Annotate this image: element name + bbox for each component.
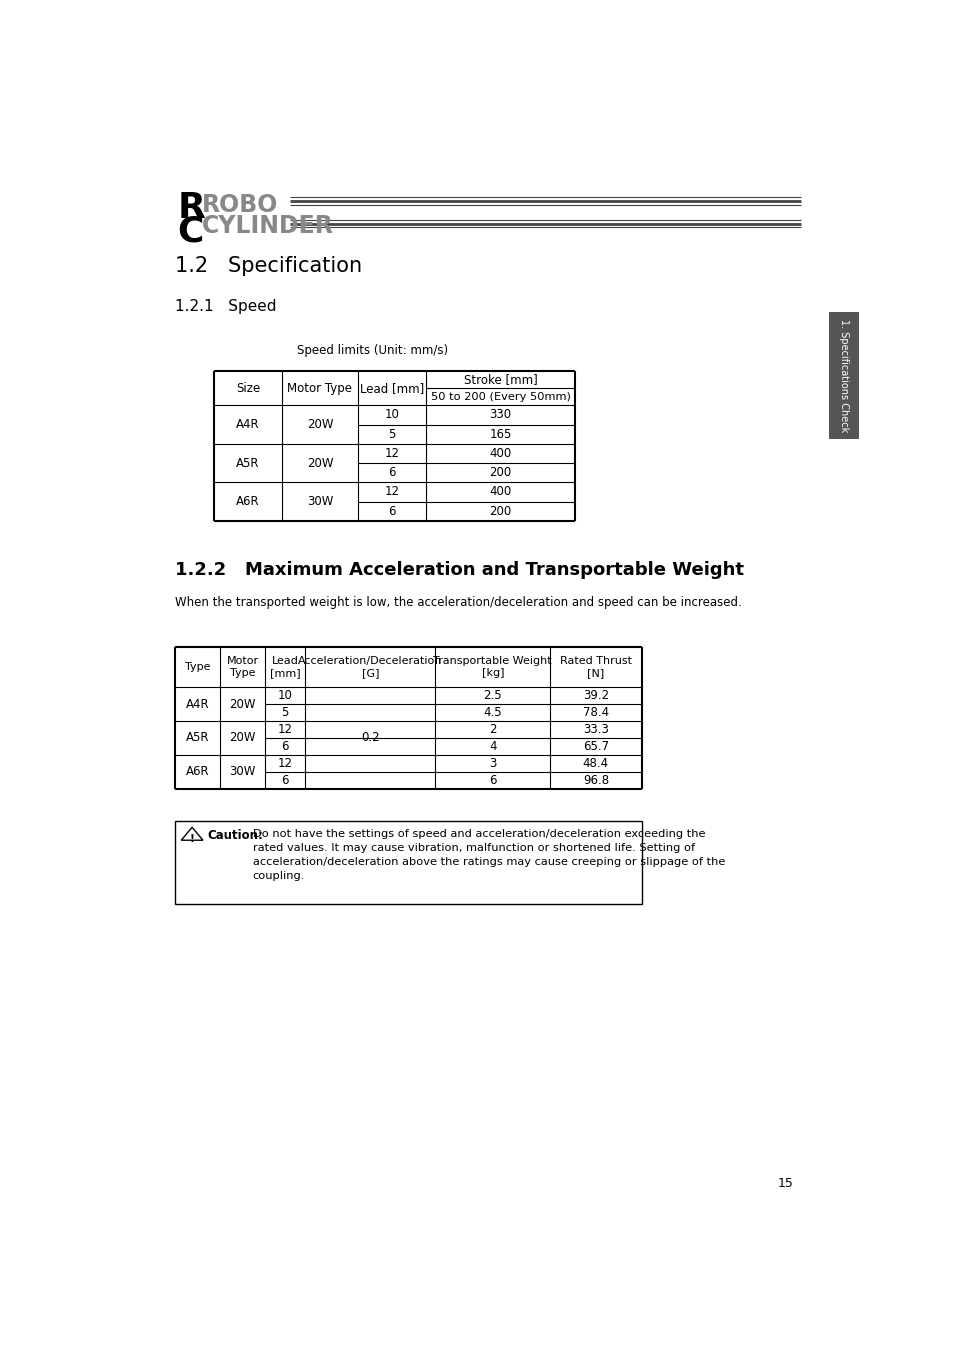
Text: A4R: A4R	[235, 418, 259, 431]
Text: !: !	[190, 834, 194, 844]
Text: 400: 400	[489, 447, 511, 460]
Text: 200: 200	[489, 505, 511, 517]
Text: CYLINDER: CYLINDER	[202, 213, 334, 238]
Text: When the transported weight is low, the acceleration/deceleration and speed can : When the transported weight is low, the …	[174, 595, 741, 609]
Text: Rated Thrust
[N]: Rated Thrust [N]	[559, 656, 631, 678]
Text: 1.2   Specification: 1.2 Specification	[174, 256, 362, 275]
Text: 20W: 20W	[229, 698, 255, 710]
Text: A6R: A6R	[186, 765, 209, 779]
Text: Type: Type	[185, 662, 210, 672]
Text: Motor Type: Motor Type	[287, 382, 352, 396]
Text: Caution:: Caution:	[208, 829, 263, 842]
Text: R: R	[177, 192, 205, 225]
Text: 12: 12	[384, 486, 399, 498]
Text: 20W: 20W	[307, 418, 333, 431]
Text: 39.2: 39.2	[582, 688, 608, 702]
Text: 1. Specifications Check: 1. Specifications Check	[838, 319, 848, 432]
Text: 3: 3	[489, 757, 496, 769]
Text: 48.4: 48.4	[582, 757, 608, 769]
Text: 400: 400	[489, 486, 511, 498]
Text: 96.8: 96.8	[582, 774, 608, 787]
Text: 4: 4	[489, 740, 496, 753]
Text: 6: 6	[281, 774, 289, 787]
Text: 15: 15	[777, 1177, 793, 1189]
Text: 0.2: 0.2	[360, 732, 379, 744]
Text: A4R: A4R	[186, 698, 209, 710]
Text: Speed limits (Unit: mm/s): Speed limits (Unit: mm/s)	[296, 344, 448, 358]
Text: 10: 10	[277, 688, 293, 702]
Text: 1.2.1   Speed: 1.2.1 Speed	[174, 300, 276, 315]
Bar	[174, 821, 641, 904]
Text: Lead
[mm]: Lead [mm]	[270, 656, 300, 678]
Text: 12: 12	[277, 757, 293, 769]
Text: Transportable Weight
[kg]: Transportable Weight [kg]	[433, 656, 552, 678]
Text: 5: 5	[388, 428, 395, 440]
Text: 50 to 200 (Every 50mm): 50 to 200 (Every 50mm)	[430, 392, 570, 402]
Text: Motor
Type: Motor Type	[226, 656, 258, 678]
Text: 30W: 30W	[229, 765, 255, 779]
Text: 20W: 20W	[307, 456, 333, 470]
Text: A5R: A5R	[236, 456, 259, 470]
Text: 4.5: 4.5	[483, 706, 501, 720]
Text: Acceleration/Deceleration
[G]: Acceleration/Deceleration [G]	[298, 656, 442, 678]
Text: 1.2.2   Maximum Acceleration and Transportable Weight: 1.2.2 Maximum Acceleration and Transport…	[174, 560, 743, 579]
Text: Lead [mm]: Lead [mm]	[359, 382, 424, 396]
Text: C: C	[177, 215, 204, 248]
Text: ROBO: ROBO	[202, 193, 278, 217]
Bar	[828, 312, 858, 439]
Text: 12: 12	[384, 447, 399, 460]
Text: 65.7: 65.7	[582, 740, 608, 753]
Text: A6R: A6R	[235, 495, 259, 508]
Text: 6: 6	[388, 466, 395, 479]
Text: 6: 6	[388, 505, 395, 517]
Text: Do not have the settings of speed and acceleration/deceleration exceeding the
ra: Do not have the settings of speed and ac…	[253, 829, 724, 880]
Text: 5: 5	[281, 706, 289, 720]
Text: 6: 6	[489, 774, 496, 787]
Text: 30W: 30W	[307, 495, 333, 508]
Text: 12: 12	[277, 724, 293, 736]
Text: 330: 330	[489, 409, 511, 421]
Text: Size: Size	[235, 382, 260, 396]
Text: 78.4: 78.4	[582, 706, 608, 720]
Text: 2.5: 2.5	[483, 688, 501, 702]
Text: 6: 6	[281, 740, 289, 753]
Text: 20W: 20W	[229, 732, 255, 744]
Text: 10: 10	[384, 409, 399, 421]
Text: Stroke [mm]: Stroke [mm]	[463, 374, 537, 386]
Text: 2: 2	[489, 724, 496, 736]
Text: 165: 165	[489, 428, 511, 440]
Text: 33.3: 33.3	[582, 724, 608, 736]
Text: A5R: A5R	[186, 732, 209, 744]
Text: 200: 200	[489, 466, 511, 479]
